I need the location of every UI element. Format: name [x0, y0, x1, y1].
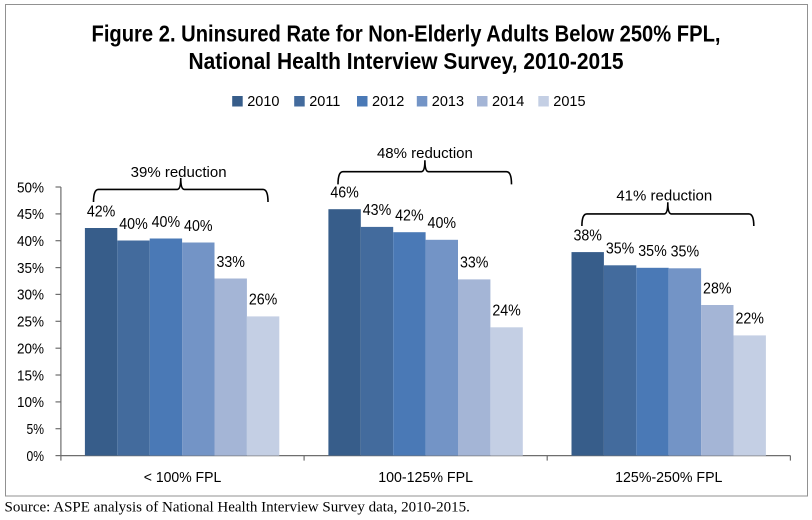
svg-text:35%: 35%	[17, 260, 44, 277]
svg-text:48% reduction: 48% reduction	[377, 145, 473, 162]
svg-text:35%: 35%	[606, 241, 635, 258]
svg-text:50%: 50%	[17, 179, 44, 196]
svg-text:100-125% FPL: 100-125% FPL	[378, 469, 473, 486]
svg-text:46%: 46%	[330, 185, 359, 202]
svg-text:2010: 2010	[247, 94, 279, 110]
svg-text:22%: 22%	[735, 311, 764, 328]
svg-text:35%: 35%	[671, 244, 700, 261]
svg-text:Figure 2. Uninsured Rate for N: Figure 2. Uninsured Rate for Non-Elderly…	[92, 21, 721, 47]
svg-text:41% reduction: 41% reduction	[616, 187, 712, 204]
svg-text:33%: 33%	[216, 254, 245, 271]
svg-text:15%: 15%	[17, 367, 44, 384]
svg-text:< 100% FPL: < 100% FPL	[144, 469, 222, 486]
svg-text:5%: 5%	[27, 421, 45, 438]
svg-text:20%: 20%	[17, 341, 44, 358]
svg-text:26%: 26%	[249, 292, 278, 309]
svg-text:35%: 35%	[638, 243, 667, 260]
svg-text:43%: 43%	[363, 202, 392, 219]
svg-text:40%: 40%	[184, 218, 213, 235]
svg-text:10%: 10%	[17, 394, 44, 411]
svg-text:45%: 45%	[17, 206, 44, 223]
svg-text:40%: 40%	[428, 215, 457, 232]
svg-text:24%: 24%	[492, 303, 521, 320]
svg-text:39% reduction: 39% reduction	[131, 164, 227, 181]
svg-text:National Health Interview Surv: National Health Interview Survey, 2010-2…	[189, 48, 624, 74]
svg-text:0%: 0%	[27, 448, 45, 465]
svg-text:2013: 2013	[432, 94, 464, 110]
svg-text:2012: 2012	[372, 94, 404, 110]
svg-text:40%: 40%	[119, 216, 148, 233]
svg-text:40%: 40%	[17, 233, 44, 250]
svg-text:Source: ASPE analysis of Natio: Source: ASPE analysis of National Health…	[5, 500, 470, 516]
svg-text:125%-250% FPL: 125%-250% FPL	[615, 469, 722, 486]
svg-text:42%: 42%	[87, 203, 116, 220]
svg-text:42%: 42%	[395, 208, 424, 225]
svg-text:2015: 2015	[553, 94, 585, 110]
svg-text:40%: 40%	[152, 214, 181, 231]
svg-text:2011: 2011	[309, 94, 340, 110]
svg-text:28%: 28%	[703, 280, 732, 297]
svg-text:30%: 30%	[17, 287, 44, 304]
svg-text:2014: 2014	[492, 94, 524, 110]
svg-text:33%: 33%	[460, 255, 489, 272]
svg-text:25%: 25%	[17, 314, 44, 331]
svg-text:38%: 38%	[573, 227, 602, 244]
